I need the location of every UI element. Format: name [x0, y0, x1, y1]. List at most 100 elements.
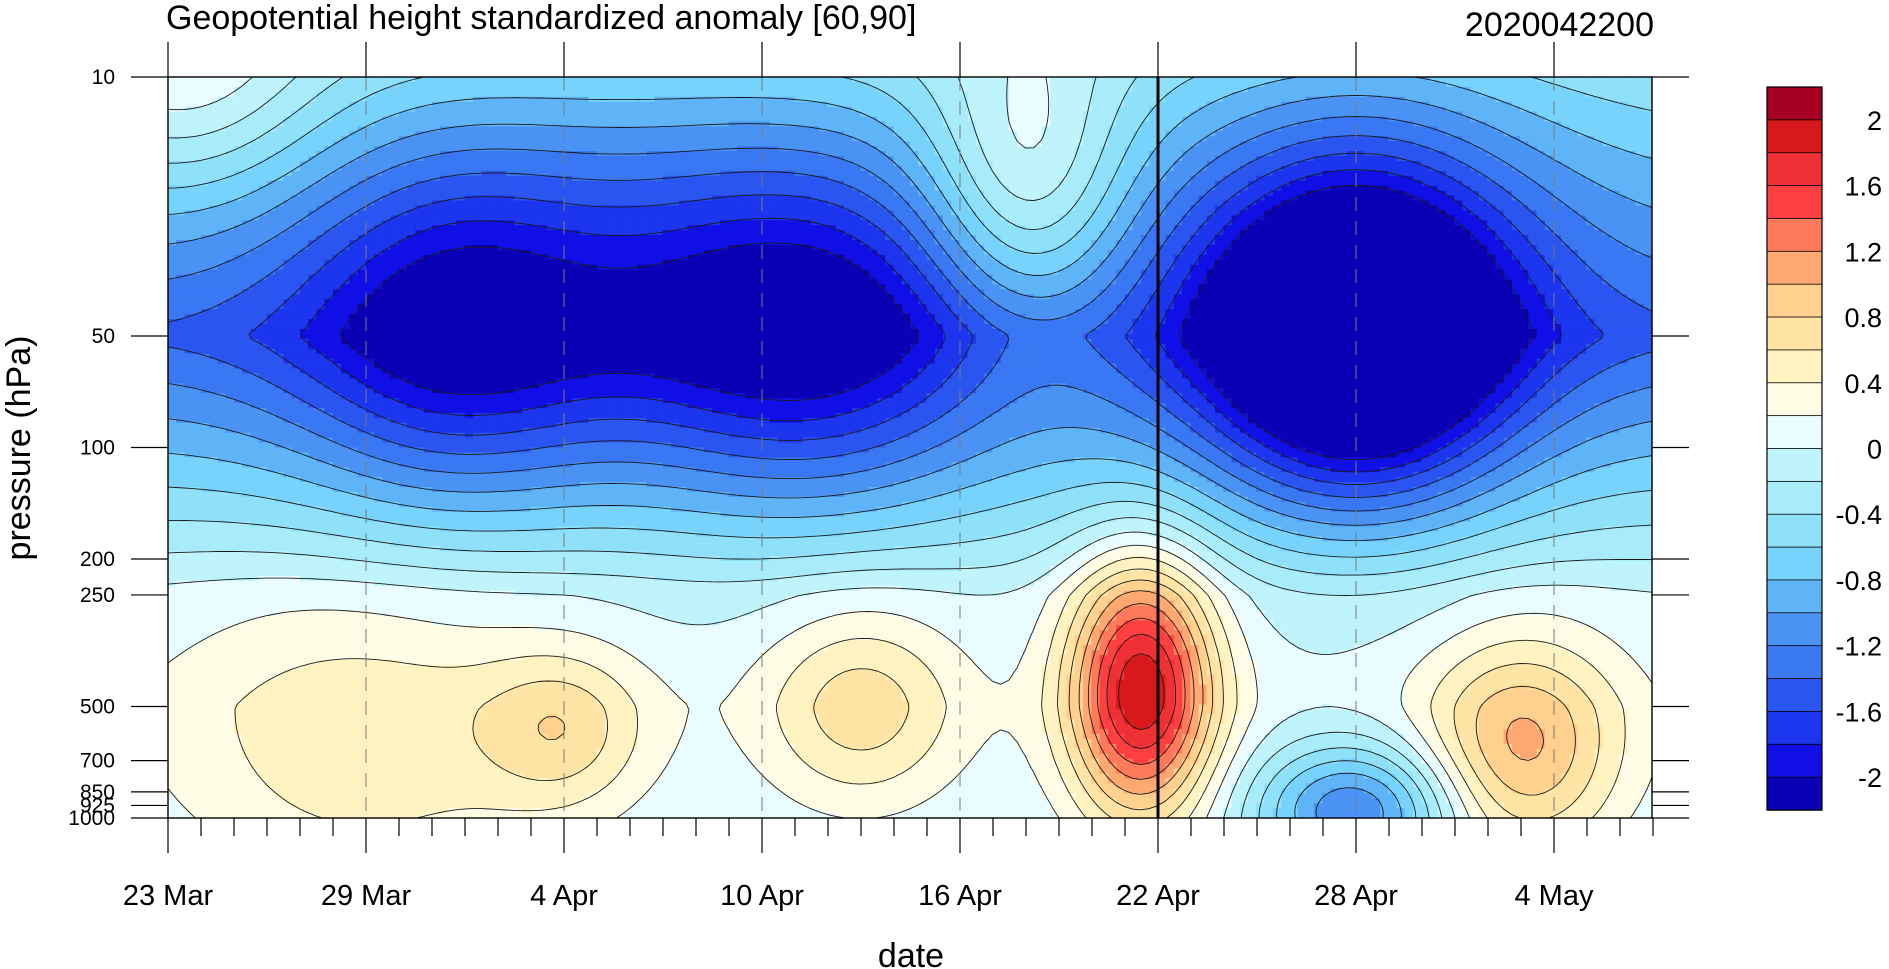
contour-cell [1256, 77, 1265, 83]
contour-cell [358, 102, 367, 108]
contour-cell [333, 166, 342, 172]
contour-cell [1363, 92, 1372, 98]
contour-cell [1553, 191, 1562, 197]
contour-cell [1611, 201, 1620, 207]
contour-cell [176, 201, 185, 207]
contour-cell [341, 161, 350, 167]
contour-cell [1611, 196, 1620, 202]
contour-cell [1363, 77, 1372, 83]
contour-cell [836, 171, 845, 177]
contour-cell [1570, 156, 1579, 162]
contour-cell [1207, 166, 1216, 172]
contour-cell [259, 191, 268, 197]
contour-cell [910, 191, 919, 197]
contour-cell [729, 171, 738, 177]
contour-cell [1421, 92, 1430, 98]
contour-cell [894, 205, 903, 211]
contour-cell [894, 156, 903, 162]
contour-cell [547, 107, 556, 113]
contour-cell [250, 87, 259, 93]
contour-cell [588, 166, 597, 172]
contour-cell [1001, 102, 1010, 108]
contour-cell [184, 176, 193, 182]
contour-cell [1413, 166, 1422, 172]
contour-cell [1528, 82, 1537, 88]
contour-cell [737, 151, 746, 157]
contour-cell [349, 131, 358, 137]
contour-cell [1586, 166, 1595, 172]
contour-cell [1207, 176, 1216, 182]
contour-cell [1116, 141, 1125, 147]
contour-cell [1009, 112, 1018, 118]
contour-cell [1091, 161, 1100, 167]
contour-cell [852, 196, 861, 202]
contour-cell [861, 210, 870, 216]
contour-cell [696, 87, 705, 93]
contour-cell [1479, 186, 1488, 192]
contour-cell [926, 161, 935, 167]
contour-cell [1495, 77, 1504, 83]
contour-cell [275, 166, 284, 172]
contour-cell [646, 77, 655, 83]
contour-cell [1199, 126, 1208, 132]
contour-cell [1083, 196, 1092, 202]
contour-cell [663, 156, 672, 162]
contour-cell [366, 171, 375, 177]
contour-cell [1405, 112, 1414, 118]
contour-cell [1058, 205, 1067, 211]
contour-cell [1594, 201, 1603, 207]
contour-cell [1429, 107, 1438, 113]
contour-cell [696, 186, 705, 192]
contour-cell [250, 201, 259, 207]
contour-cell [572, 131, 581, 137]
contour-cell [745, 161, 754, 167]
contour-cell [968, 92, 977, 98]
contour-cell [1273, 176, 1282, 182]
contour-cell [918, 201, 927, 207]
contour-cell [1232, 156, 1241, 162]
contour-cell [1017, 166, 1026, 172]
contour-cell [391, 131, 400, 137]
contour-cell [473, 102, 482, 108]
contour-cell [300, 146, 309, 152]
contour-cell [1306, 181, 1315, 187]
contour-cell [193, 186, 202, 192]
contour-cell [1421, 112, 1430, 118]
contour-cell [465, 205, 474, 211]
contour-cell [795, 107, 804, 113]
contour-cell [1281, 87, 1290, 93]
contour-cell [325, 121, 334, 127]
contour-cell [1355, 171, 1364, 177]
contour-cell [828, 112, 837, 118]
contour-cell [1363, 126, 1372, 132]
contour-cell [1339, 141, 1348, 147]
contour-cell [242, 126, 251, 132]
contour-cell [1537, 176, 1546, 182]
contour-cell [283, 161, 292, 167]
contour-cell [1067, 181, 1076, 187]
contour-cell [910, 82, 919, 88]
contour-cell [1471, 82, 1480, 88]
contour-cell [168, 191, 177, 197]
contour-cell [1347, 151, 1356, 157]
contour-cell [1306, 92, 1315, 98]
contour-cell [687, 161, 696, 167]
contour-cell [803, 136, 812, 142]
contour-cell [679, 196, 688, 202]
contour-cell [1594, 176, 1603, 182]
contour-cell [1471, 151, 1480, 157]
contour-cell [605, 77, 614, 83]
contour-cell [1174, 112, 1183, 118]
contour-cell [992, 97, 1001, 103]
contour-cell [745, 121, 754, 127]
contour-cell [1083, 102, 1092, 108]
contour-cell [1487, 191, 1496, 197]
contour-cell [539, 121, 548, 127]
contour-cell [696, 102, 705, 108]
contour-cell [861, 77, 870, 83]
contour-cell [630, 201, 639, 207]
contour-cell [1438, 161, 1447, 167]
contour-cell [720, 161, 729, 167]
contour-cell [745, 151, 754, 157]
contour-cell [1627, 126, 1636, 132]
